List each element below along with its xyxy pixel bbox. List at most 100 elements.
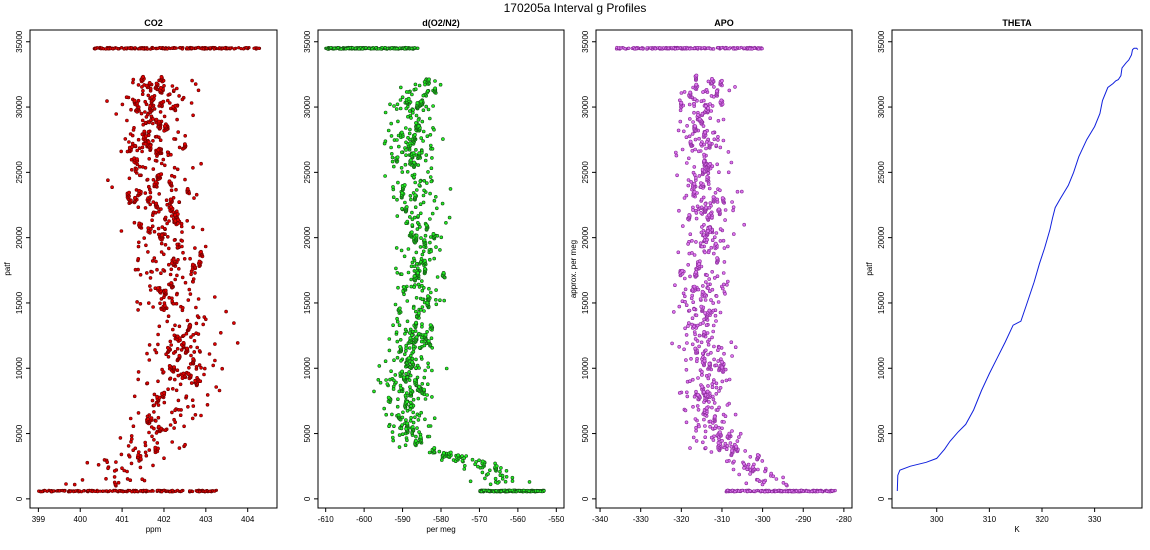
data-point	[191, 357, 196, 361]
data-point	[707, 400, 711, 404]
data-point	[734, 444, 739, 449]
data-point	[703, 104, 708, 108]
data-point	[702, 358, 707, 363]
data-point	[191, 279, 195, 284]
data-point	[420, 381, 425, 386]
data-point	[692, 181, 697, 186]
data-point	[422, 309, 426, 313]
data-point	[394, 107, 399, 111]
data-point	[143, 120, 148, 125]
data-point	[144, 243, 148, 248]
data-point	[696, 149, 701, 154]
data-point	[409, 404, 413, 408]
data-point	[694, 428, 698, 433]
data-point	[724, 378, 729, 383]
data-point	[707, 277, 712, 281]
data-point	[190, 416, 195, 421]
data-point	[689, 356, 693, 361]
data-point	[733, 345, 738, 350]
y-tick-label: 0	[581, 496, 590, 501]
data-point	[725, 444, 730, 448]
data-point	[731, 205, 736, 209]
data-point	[425, 300, 430, 305]
data-point	[710, 269, 715, 274]
data-point	[168, 490, 172, 494]
data-point	[421, 139, 425, 143]
data-point	[133, 195, 137, 200]
data-point	[159, 297, 164, 301]
data-point	[153, 348, 157, 352]
data-point	[408, 194, 413, 198]
data-point	[476, 464, 480, 469]
data-point	[150, 259, 155, 263]
data-point	[140, 118, 145, 123]
data-point	[154, 201, 159, 206]
data-point	[408, 388, 413, 392]
data-point	[105, 460, 109, 465]
data-point	[705, 174, 710, 179]
data-point	[433, 79, 437, 83]
data-point	[723, 291, 727, 296]
data-point	[150, 434, 154, 439]
data-point	[406, 114, 410, 119]
data-point	[716, 440, 721, 445]
data-point	[405, 375, 410, 380]
data-point	[168, 272, 173, 277]
data-point	[57, 489, 62, 493]
data-point	[770, 490, 774, 494]
y-tick-label: 25000	[877, 161, 886, 184]
data-point	[710, 287, 715, 292]
data-point	[690, 342, 695, 347]
data-point	[697, 261, 701, 266]
data-point	[404, 90, 409, 94]
data-point	[126, 444, 131, 448]
data-point	[430, 156, 434, 160]
data-point	[182, 256, 187, 261]
data-point	[135, 148, 139, 153]
data-point	[407, 370, 412, 374]
data-point	[718, 227, 723, 231]
data-point	[193, 246, 197, 250]
data-point	[687, 102, 692, 107]
data-point	[396, 285, 400, 290]
data-point	[390, 430, 395, 434]
data-point	[93, 46, 98, 51]
data-point	[825, 489, 829, 493]
data-point	[714, 319, 718, 323]
data-point	[679, 91, 684, 95]
data-point	[182, 424, 186, 429]
data-point	[692, 307, 696, 312]
data-point	[162, 84, 166, 88]
data-point	[487, 489, 491, 493]
data-point	[429, 336, 434, 341]
data-point	[462, 463, 467, 468]
data-point	[398, 85, 403, 90]
data-point	[150, 224, 155, 228]
data-point	[704, 88, 709, 92]
data-point	[138, 301, 143, 306]
data-point	[147, 430, 151, 435]
data-point	[193, 378, 198, 383]
data-point	[402, 254, 407, 259]
data-point	[393, 302, 398, 307]
data-point	[148, 284, 152, 288]
data-point	[717, 425, 721, 430]
data-point	[392, 358, 396, 363]
data-point	[536, 489, 540, 493]
data-point	[527, 489, 531, 493]
data-point	[168, 197, 173, 202]
data-point	[148, 190, 153, 195]
data-point	[143, 443, 148, 448]
data-point	[487, 468, 492, 473]
data-point	[175, 86, 179, 91]
data-point	[505, 489, 509, 494]
data-point	[161, 370, 166, 374]
data-point	[711, 130, 715, 135]
data-point	[498, 469, 502, 474]
data-point	[392, 378, 396, 383]
data-point	[156, 403, 161, 407]
data-point	[386, 395, 391, 400]
data-point	[722, 246, 727, 250]
data-point	[142, 129, 147, 134]
data-point	[410, 425, 415, 429]
